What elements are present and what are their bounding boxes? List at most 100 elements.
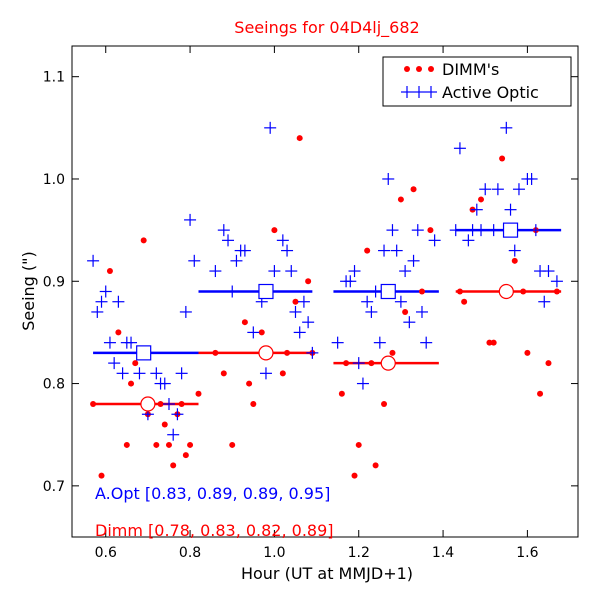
active-optic-point (470, 203, 483, 216)
active-optic-point (352, 357, 365, 370)
active-optic-point (529, 224, 542, 237)
dimm-point (250, 401, 257, 408)
active-optic-point (504, 203, 517, 216)
dimm-point (296, 135, 303, 142)
active-optic-point (453, 142, 466, 155)
x-tick-label: 0.6 (95, 545, 117, 561)
dimm-point (90, 401, 97, 408)
active-optic-point (112, 295, 125, 308)
y-axis-label: Seeing (") (19, 251, 38, 331)
dimm-mean-marker (140, 396, 156, 412)
active-optic-point (91, 305, 104, 318)
active-optic-point (512, 183, 525, 196)
active-optic-point (226, 285, 239, 298)
active-optic-point (542, 265, 555, 278)
active-optic-point (407, 254, 420, 267)
active-optic-point (95, 295, 108, 308)
active-optic-point (386, 224, 399, 237)
legend: DIMM's Active Optic (382, 56, 572, 107)
active-optic-point (150, 367, 163, 380)
active-optic-point (158, 377, 171, 390)
dimm-point (381, 401, 388, 408)
legend-active-optic-label: Active Optic (442, 83, 539, 102)
active-optic-point (209, 265, 222, 278)
dimm-point (553, 288, 560, 295)
dimm-point (241, 319, 248, 326)
active-optic-point (475, 224, 488, 237)
dimm-point (140, 237, 147, 244)
active-optic-point (289, 305, 302, 318)
dimm-mean-marker (258, 345, 274, 361)
active-optic-point (373, 336, 386, 349)
dimm-point (372, 462, 379, 469)
annotation-dimm: Dimm [0.78, 0.83, 0.82, 0.89] (95, 521, 334, 540)
dimm-point (490, 339, 497, 346)
active-optic-point (394, 295, 407, 308)
active-optic-point (103, 336, 116, 349)
dimm-point (132, 360, 139, 367)
aopt-mean-marker (380, 283, 396, 300)
legend-dimm-label: DIMM's (442, 60, 499, 79)
y-tick-label: 1.1 (43, 70, 65, 86)
active-optic-point (268, 265, 281, 278)
legend-frame (382, 56, 572, 107)
dimm-point (292, 298, 299, 305)
active-optic-point (188, 254, 201, 267)
active-optic-point (378, 244, 391, 257)
active-optic-point (302, 316, 315, 329)
active-optic-point (285, 265, 298, 278)
dimm-point (279, 370, 286, 377)
dimm-mean-marker (380, 355, 396, 371)
x-axis-label: Hour (UT at MMJD+1) (241, 564, 413, 583)
active-optic-point (390, 244, 403, 257)
dimm-point (115, 329, 122, 336)
active-optic-point (125, 336, 138, 349)
dimm-point (499, 155, 506, 162)
dimm-point (368, 360, 375, 367)
active-optic-point (550, 275, 563, 288)
active-optic-point (487, 224, 500, 237)
active-optic-point (428, 234, 441, 247)
dimm-point (545, 360, 552, 367)
active-optic-point (420, 336, 433, 349)
active-optic-point (365, 305, 378, 318)
dimm-point (182, 452, 189, 459)
active-optic-point (491, 183, 504, 196)
active-optic-point (238, 244, 251, 257)
dimm-point (524, 349, 531, 356)
dimm-point (271, 227, 278, 234)
dimm-point (537, 390, 544, 397)
active-optic-point (179, 305, 192, 318)
y-tick-label: 0.7 (43, 479, 65, 495)
active-optic-point (162, 398, 175, 411)
data-points (87, 121, 563, 479)
active-optic-point (462, 234, 475, 247)
active-optic-point (167, 428, 180, 441)
x-tick-label: 0.8 (179, 545, 201, 561)
dimm-point (284, 349, 291, 356)
dimm-point (410, 186, 417, 193)
active-optic-point (508, 244, 521, 257)
active-optic-point (108, 357, 121, 370)
active-optic-point (87, 254, 100, 267)
active-optic-point (230, 254, 243, 267)
chart-title: Seeings for 04D4lj_682 (234, 18, 419, 38)
active-optic-point (415, 305, 428, 318)
active-optic-point (222, 234, 235, 247)
dimm-point (520, 288, 527, 295)
dimm-point (195, 390, 202, 397)
dimm-point (123, 441, 130, 448)
active-optic-point (411, 224, 424, 237)
aopt-mean-marker (136, 345, 152, 361)
active-optic-point (382, 172, 395, 185)
active-optic-point (264, 121, 277, 134)
dimm-point (486, 339, 493, 346)
mean-markers (136, 222, 519, 412)
dimm-point (229, 441, 236, 448)
active-optic-point (247, 326, 260, 339)
aopt-mean-marker (258, 283, 274, 300)
x-tick-label: 1.2 (348, 545, 370, 561)
dimm-point (178, 401, 185, 408)
dimm-point (212, 349, 219, 356)
